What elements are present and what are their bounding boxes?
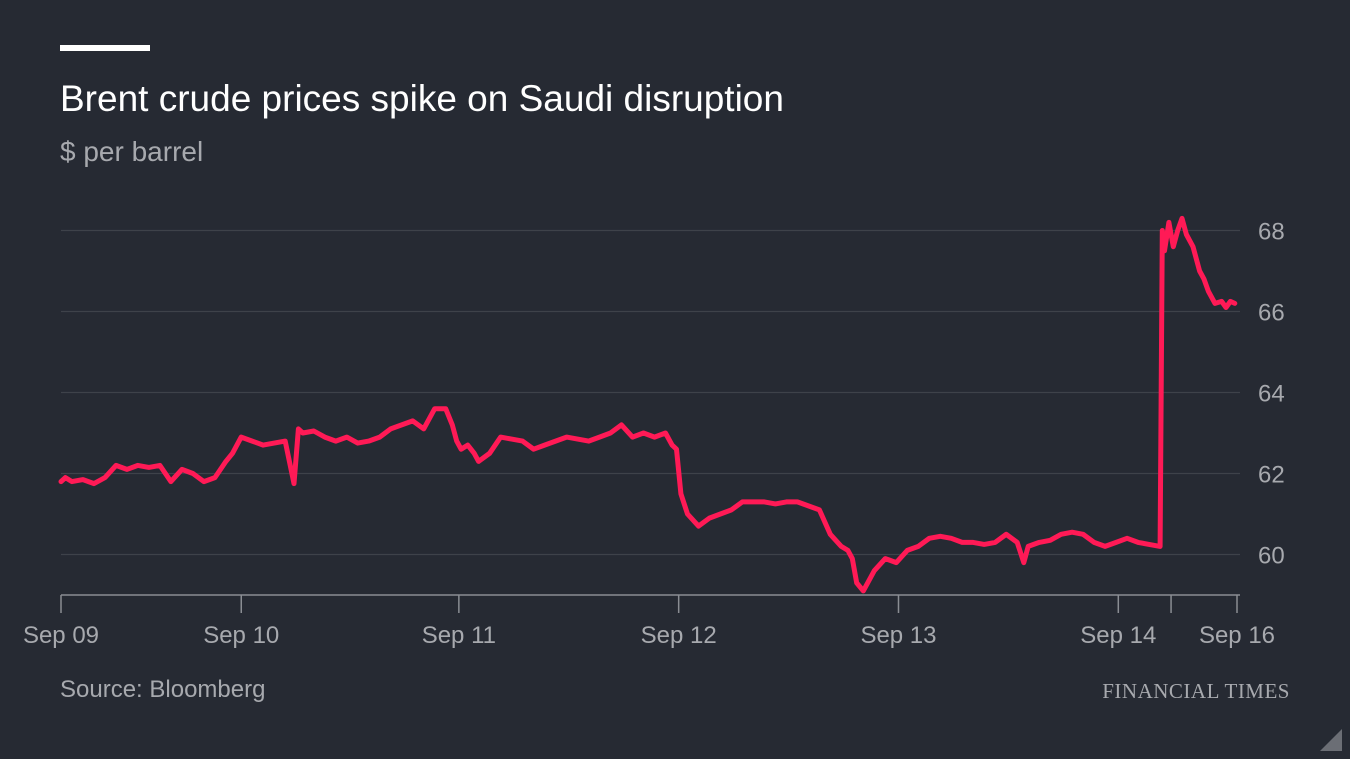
x-tick-label: Sep 16 [1199,622,1275,649]
x-tick-label: Sep 11 [422,622,496,649]
y-tick-labels: 60 62 64 66 68 [1258,219,1285,570]
x-tick-label: Sep 12 [641,622,717,649]
y-tick-label: 62 [1258,462,1285,489]
brand-logo: FINANCIAL TIMES [1102,679,1290,703]
y-tick-label: 66 [1258,300,1285,327]
top-rule [60,45,150,51]
series-line-brent [58,215,1238,594]
x-tick-label: Sep 10 [203,622,279,649]
x-tick-label: Sep 09 [23,622,99,649]
source-note: Source: Bloomberg [60,676,266,703]
y-tick-label: 68 [1258,219,1285,246]
y-tick-label: 60 [1258,543,1285,570]
x-tick-label: Sep 14 [1080,622,1156,649]
x-tick-label: Sep 13 [860,622,936,649]
x-axis: Sep 09 Sep 10 Sep 11 Sep 12 Sep 13 Sep 14 Sep … [23,594,1275,649]
y-tick-label: 64 [1258,381,1285,408]
chart-title: Brent crude prices spike on Saudi disrup… [60,78,784,119]
series-layer [58,215,1238,594]
chart-subtitle: $ per barrel [60,136,204,167]
resize-corner-icon [1320,729,1342,751]
gridlines [61,229,1240,556]
